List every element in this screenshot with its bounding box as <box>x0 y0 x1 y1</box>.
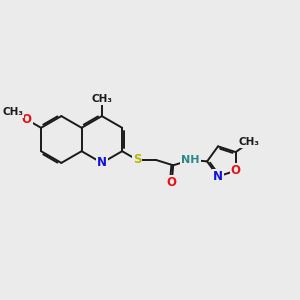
Text: N: N <box>213 170 223 183</box>
Text: S: S <box>133 153 141 167</box>
Text: CH₃: CH₃ <box>2 107 23 117</box>
Text: CH₃: CH₃ <box>92 94 112 104</box>
Text: N: N <box>97 156 107 170</box>
Text: O: O <box>231 164 241 177</box>
Text: CH₃: CH₃ <box>238 137 260 147</box>
Text: O: O <box>167 176 177 189</box>
Text: NH: NH <box>181 155 200 165</box>
Text: O: O <box>22 113 32 126</box>
